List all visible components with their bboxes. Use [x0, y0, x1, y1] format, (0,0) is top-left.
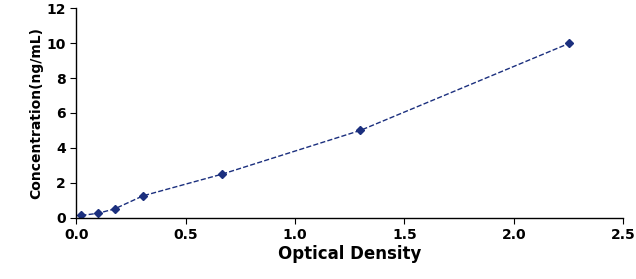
X-axis label: Optical Density: Optical Density: [278, 245, 422, 263]
Y-axis label: Concentration(ng/mL): Concentration(ng/mL): [30, 27, 44, 199]
